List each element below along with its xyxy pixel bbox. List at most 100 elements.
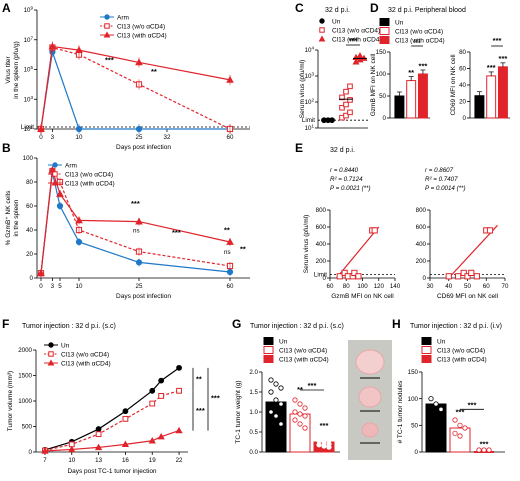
g-bar-0 <box>265 401 287 453</box>
e2-point-0 <box>445 273 452 280</box>
h-stat-0: *** <box>456 408 465 417</box>
a-series-line-2 <box>40 45 231 130</box>
d2-stat-1: *** <box>499 54 508 63</box>
g-dot-1-5 <box>302 413 308 419</box>
e1-point-4 <box>351 269 358 276</box>
c-point-1-8 <box>347 83 353 90</box>
e1-annotation-2: P = 0.0021 (**) <box>330 185 371 192</box>
h-legend-label-1: Cl13 (w/o αCD4) <box>437 347 485 354</box>
e2-xtick-label-2: 50 <box>464 283 471 290</box>
d1-stat-0: ns <box>414 38 421 45</box>
c-legend-label-1: Cl13 (w/o αCD4) <box>332 27 380 34</box>
d2-ytick-label-3: 60 <box>459 66 466 73</box>
e2-annotation-1: R² = 0.7407 <box>425 176 458 183</box>
e2-annotation-2: P = 0.0014 (**) <box>425 185 466 192</box>
h-dot-1-0 <box>452 417 458 423</box>
d-legend-label-0: Un <box>395 19 404 26</box>
panel-letter-c: C <box>295 1 304 15</box>
b-y-axis-label-0: % GzmB⁺ NK cells <box>5 190 12 245</box>
g-dot-1-4 <box>297 411 303 417</box>
g-dot-0-2 <box>278 385 284 391</box>
b-x-axis-label: Days post infection <box>116 293 171 300</box>
e2-point-2 <box>460 269 467 276</box>
c-limit-label: Limit <box>302 117 315 124</box>
e2-point-1 <box>455 273 462 280</box>
e1-xtick-label-2: 100 <box>357 283 368 290</box>
c-ytick-label-0: 101 <box>305 124 315 133</box>
d-legend-swatch-0 <box>379 18 390 26</box>
a-legend-label-1: Cl13 (w/o αCD4) <box>117 23 165 30</box>
d2-bar-1 <box>486 75 497 119</box>
d2-y-axis-label: CD69 MFI on NK cell <box>450 54 457 116</box>
g-dot-0-3 <box>268 389 274 395</box>
e1-fit-line <box>336 226 380 279</box>
e1-xtick-label-1: 80 <box>343 283 350 290</box>
e1-ytick-label-0: 0 <box>323 275 327 282</box>
f-xtick-label-5: 22 <box>176 457 183 464</box>
b-series-line-2 <box>40 169 231 274</box>
a-stat-1: ** <box>151 67 157 76</box>
b-xtick-label-4: 25 <box>136 283 143 290</box>
a-y-axis-label-0: Virus titer <box>5 56 12 84</box>
c-ytick-label-1: 102 <box>305 98 315 107</box>
c-point-1-7 <box>343 88 349 95</box>
e2-xtick-label-0: 30 <box>427 283 434 290</box>
d1-bar-1 <box>406 80 417 119</box>
a-xtick-label-1: 3 <box>51 134 55 141</box>
d1-bar-0 <box>394 95 405 119</box>
c-legend-marker-2 <box>318 35 326 42</box>
b-stat-5: ** <box>240 245 246 254</box>
e2-ytick-label-1: 200 <box>416 258 427 265</box>
e1-xtick-label-3: 120 <box>374 283 385 290</box>
h-dot-2-1 <box>481 447 487 453</box>
b-series-line-0 <box>40 172 231 274</box>
b-ytick-label-5: 100 <box>23 155 34 162</box>
f-point-2-3 <box>121 440 130 448</box>
h-legend-swatch-2 <box>421 355 432 363</box>
g-ytick-label-2: 1.0 <box>249 409 258 416</box>
d1-stat-2: *** <box>419 62 428 71</box>
e2-annotation-0: r = 0.8607 <box>425 167 454 174</box>
a-legend-marker-2 <box>103 31 111 38</box>
g-y-axis-label: TC-1 tumor weight (g) <box>235 380 242 443</box>
c-legend-label-0: Un <box>332 18 341 25</box>
a-ytick-label-2: 105 <box>24 65 34 74</box>
g-dot-1-2 <box>302 405 308 411</box>
a-xtick-label-4: 32 <box>164 134 171 141</box>
b-xtick-label-5: 60 <box>227 283 234 290</box>
f-ytick-label-0: 0 <box>29 449 33 456</box>
d1-stat-1: ** <box>408 68 414 77</box>
f-legend-marker-2 <box>47 359 55 366</box>
f-point-1-3 <box>122 415 129 422</box>
e2-ytick-label-4: 800 <box>416 207 427 214</box>
g-dot-2-0 <box>316 433 322 439</box>
b-ytick-label-0: 0 <box>30 275 34 282</box>
b-legend-marker-2 <box>51 179 59 186</box>
c-y-axis-label: Serum virus (pfu/ml) <box>299 60 306 119</box>
e1-limit-label: Limit <box>314 272 327 279</box>
e2-xtick-label-3: 60 <box>483 283 490 290</box>
f-point-1-5 <box>158 393 165 399</box>
b-y-axis-label-1: in the spleen <box>13 199 20 236</box>
h-dot-0-2 <box>438 406 444 412</box>
panel-letter-e: E <box>295 141 303 155</box>
b-stat-2: *** <box>172 228 181 237</box>
a-legend-label-0: Arm <box>117 14 129 21</box>
c-point-1-4 <box>343 101 349 108</box>
f-point-1-4 <box>149 400 156 407</box>
d1-y-axis-label: GzmB MFI on NK cell <box>370 53 377 116</box>
panel-e-title: 32 d p.i. <box>330 147 355 154</box>
h-ytick-label-3: 150 <box>408 369 419 376</box>
f-ytick-label-2: 1000 <box>18 398 32 405</box>
a-legend-marker-0 <box>104 14 110 20</box>
b-xtick-label-2: 5 <box>58 283 62 290</box>
g-ytick-label-3: 1.5 <box>249 389 258 396</box>
h-ytick-label-1: 50 <box>411 423 418 430</box>
d2-ytick-label-0: 0 <box>463 115 467 122</box>
h-dot-1-1 <box>457 422 463 428</box>
d2-bar-2 <box>497 66 508 119</box>
f-ytick-label-4: 2000 <box>18 347 32 354</box>
f-point-0-5 <box>158 377 165 384</box>
b-ytick-label-1: 20 <box>26 251 33 258</box>
